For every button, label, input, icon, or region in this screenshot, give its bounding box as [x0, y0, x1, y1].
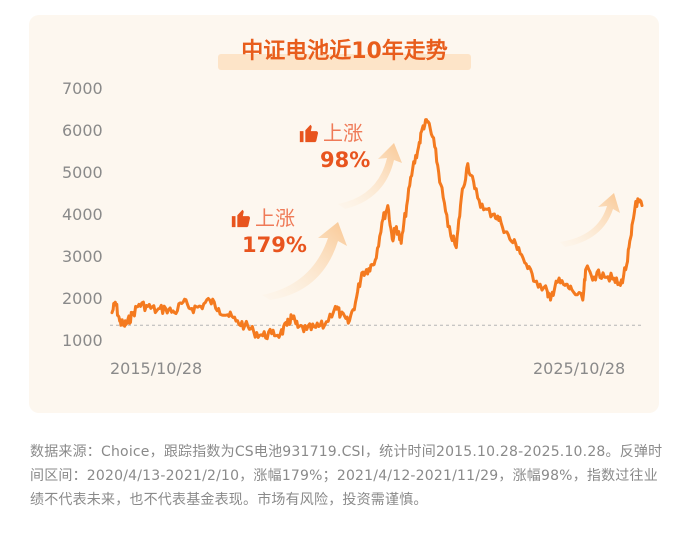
y-tick-label: 6000	[62, 121, 103, 140]
annotation-value: 98%	[320, 148, 371, 172]
y-tick-label: 1000	[62, 331, 103, 350]
x-start-label: 2015/10/28	[110, 359, 203, 378]
trend-arrows	[262, 143, 620, 300]
line-chart: 1000 2000 3000 4000 5000 6000 7000	[62, 79, 644, 350]
arrow-3	[560, 193, 620, 247]
thumbs-up-icon	[231, 209, 251, 228]
annotation-label: 上涨	[255, 206, 295, 230]
y-axis-ticks: 1000 2000 3000 4000 5000 6000 7000	[62, 79, 103, 350]
x-end-label: 2025/10/28	[533, 359, 626, 378]
series-line	[110, 118, 644, 341]
chart-card	[29, 15, 659, 413]
y-tick-label: 7000	[62, 79, 103, 98]
y-tick-label: 3000	[62, 247, 103, 266]
arrow-1	[262, 222, 347, 300]
y-tick-label: 5000	[62, 163, 103, 182]
arrow-2	[338, 143, 402, 209]
annotation-value: 179%	[242, 233, 307, 257]
title-highlight	[218, 54, 471, 70]
y-tick-label: 2000	[62, 289, 103, 308]
chart-title: 中证电池近10年走势	[241, 39, 448, 64]
thumbs-up-icon	[299, 124, 319, 143]
annotation-label: 上涨	[323, 121, 363, 145]
footnote: 数据来源：Choice，跟踪指数为CS电池931719.CSI，统计时间2015…	[30, 444, 663, 508]
annotation-98: 上涨 98%	[298, 120, 370, 174]
y-tick-label: 4000	[62, 205, 103, 224]
chart-title-wrap: 中证电池近10年走势	[218, 34, 471, 72]
annotation-179: 上涨 179%	[230, 205, 307, 259]
